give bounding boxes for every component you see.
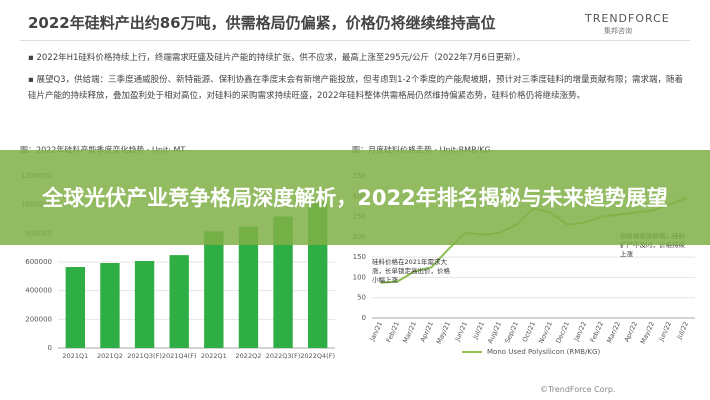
bar bbox=[65, 267, 86, 348]
x-tick-label: Jun/21 bbox=[453, 320, 469, 343]
x-tick-label: Sep/21 bbox=[503, 320, 520, 344]
bullet: ▪ 展望Q3，供给端：三季度通威股份、新特能源、保利协鑫在季度末会有新增产能投放… bbox=[28, 75, 683, 101]
x-tick-label: 2022Q2 bbox=[236, 352, 262, 360]
y-tick-label: 200000 bbox=[25, 315, 52, 323]
x-tick-label: Jan/22 bbox=[572, 320, 588, 343]
logo: TRENDFORCE bbox=[585, 12, 670, 25]
x-tick-label: 2021Q4(F) bbox=[162, 352, 197, 360]
x-tick-label: 2021Q2 bbox=[97, 352, 123, 360]
x-tick-label: Apr/22 bbox=[623, 320, 639, 343]
y-tick-label: 50 bbox=[357, 294, 366, 302]
y-tick-label: 400000 bbox=[25, 287, 52, 295]
banner-title: 全球光伏产业竞争格局深度解析，2022年排名揭秘与未来趋势展望 bbox=[42, 185, 668, 210]
x-tick-label: Jul/21 bbox=[471, 320, 486, 341]
slide-title: 2022年硅料产出约86万吨，供需格局仍偏紧，价格仍将继续维持高位 bbox=[28, 14, 496, 32]
bar bbox=[169, 255, 189, 348]
legend-label: Mono Used Polysilicon (RMB/KG) bbox=[487, 348, 600, 356]
chart-title: 图：2022年硅料产能季度变化趋势 · Unit: MT bbox=[20, 145, 185, 155]
bar bbox=[204, 231, 224, 348]
y-tick-label: 0 bbox=[362, 314, 366, 322]
x-tick-label: 2022Q3(F) bbox=[266, 352, 301, 360]
x-tick-label: Jan/21 bbox=[368, 320, 384, 343]
x-tick-label: 2022Q1 bbox=[201, 352, 227, 360]
logo-sub: 集邦咨询 bbox=[604, 27, 632, 35]
x-tick-label: 2022Q4(F) bbox=[300, 352, 335, 360]
x-tick-label: Dec/21 bbox=[554, 320, 571, 344]
x-tick-label: May/21 bbox=[435, 320, 452, 345]
bar bbox=[238, 226, 259, 348]
x-tick-label: Apr/21 bbox=[419, 320, 435, 343]
bar bbox=[100, 263, 120, 348]
x-tick-label: Nov/21 bbox=[537, 320, 554, 344]
x-tick-label: Jun/22 bbox=[657, 320, 673, 343]
chart-title: 图：月度硅料价格走势 · Unit:RMB/KG bbox=[352, 145, 491, 155]
divider bbox=[20, 40, 690, 41]
y-tick-label: 0 bbox=[48, 344, 52, 352]
annotation: 硅料价格在2021年需求大涨，长单锁定高出价，价格小幅上涨 bbox=[372, 258, 450, 284]
x-tick-label: Feb/22 bbox=[589, 320, 606, 343]
bar bbox=[134, 260, 155, 348]
x-tick-label: Jul/22 bbox=[675, 320, 690, 341]
x-tick-label: Oct/21 bbox=[521, 320, 537, 343]
x-tick-label: Mar/21 bbox=[401, 320, 418, 344]
footer: ©TrendForce Corp. bbox=[540, 385, 616, 394]
y-tick-label: 150 bbox=[353, 253, 366, 261]
banner: 全球光伏产业竞争格局深度解析，2022年排名揭秘与未来趋势展望 bbox=[0, 150, 710, 245]
y-tick-label: 100 bbox=[353, 273, 366, 281]
x-tick-label: Aug/21 bbox=[486, 320, 503, 344]
x-tick-label: 2021Q1 bbox=[62, 352, 88, 360]
bullet-text: 展望Q3，供给端：三季度通威股份、新特能源、保利协鑫在季度末会有新增产能投放，但… bbox=[28, 75, 683, 101]
bullet: ▪ 2022年H1硅料价格持续上行，终端需求旺盛及硅片产能的持续扩张，供不应求，… bbox=[28, 53, 526, 63]
y-tick-label: 600000 bbox=[25, 258, 52, 266]
x-tick-label: 2021Q3(F) bbox=[127, 352, 162, 360]
bar bbox=[273, 216, 293, 348]
x-tick-label: May/22 bbox=[639, 320, 656, 345]
x-tick-label: Feb/21 bbox=[385, 320, 402, 343]
x-tick-label: Mar/22 bbox=[605, 320, 622, 344]
bullet-text: 2022年H1硅料价格持续上行，终端需求旺盛及硅片产能的持续扩张，供不应求，最高… bbox=[36, 53, 526, 63]
